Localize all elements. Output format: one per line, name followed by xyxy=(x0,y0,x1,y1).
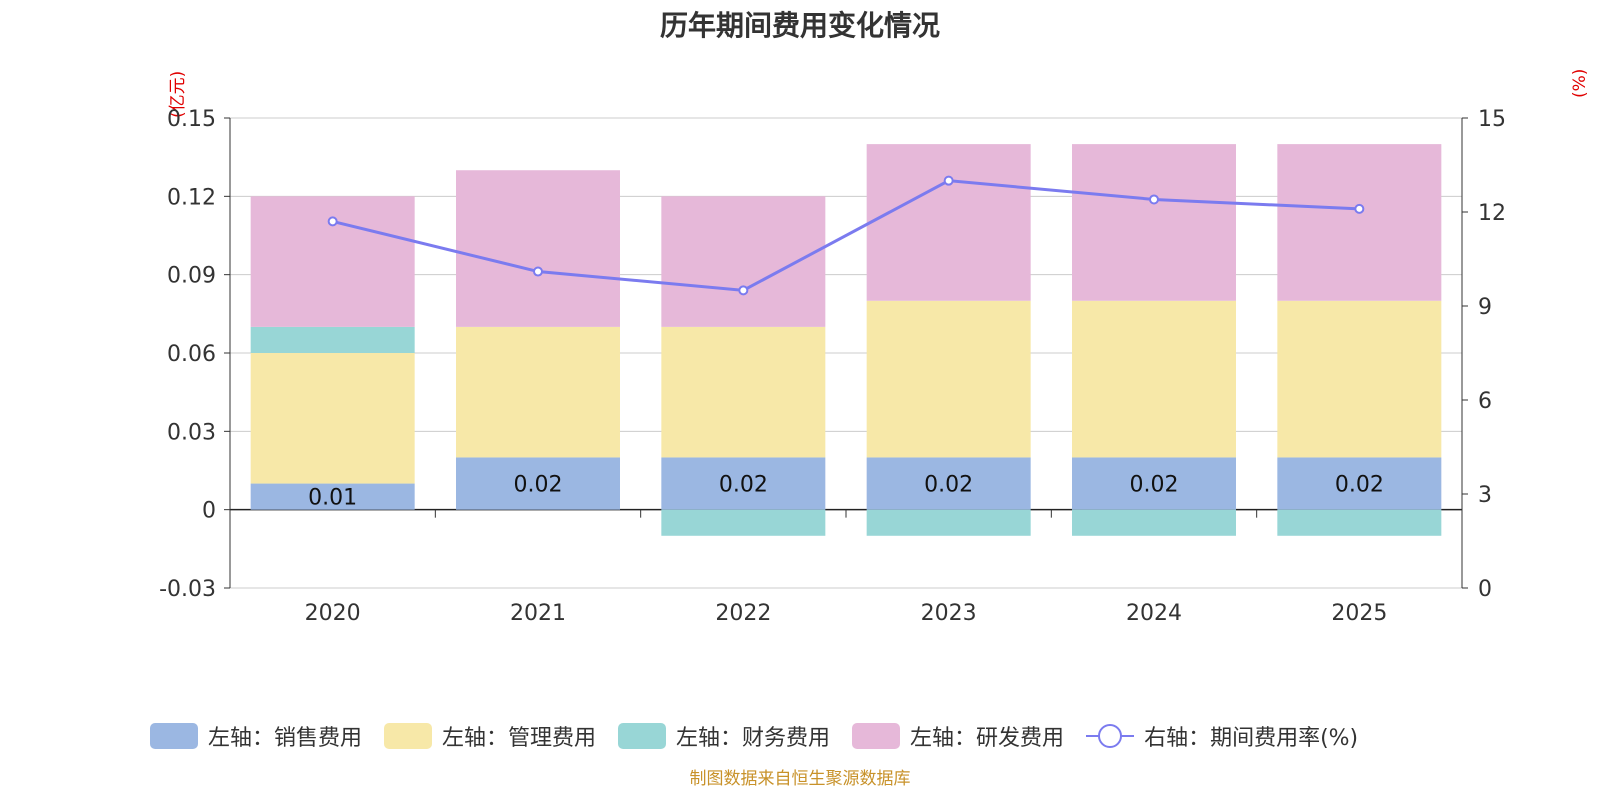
bar-sales xyxy=(456,457,620,510)
legend-item-sales[interactable]: 左轴：销售费用 xyxy=(150,720,362,752)
bar-data-label: 0.02 xyxy=(514,473,563,498)
bar-rnd xyxy=(866,144,1031,301)
bar-rnd xyxy=(661,196,826,327)
bar-admin xyxy=(661,326,826,458)
bar-rnd xyxy=(1072,144,1236,301)
bar-sales xyxy=(250,483,415,510)
x-axis-tick-label: 2023 xyxy=(921,601,977,626)
legend-swatch-sales xyxy=(150,723,198,749)
legend-label-admin: 左轴：管理费用 xyxy=(442,726,597,751)
rate-point xyxy=(738,285,749,296)
left-axis-tick-label: 0.03 xyxy=(167,420,216,445)
bar-data-label: 0.02 xyxy=(1335,473,1384,498)
bar-rnd xyxy=(1277,144,1442,301)
rate-point xyxy=(327,216,338,227)
legend-label-rnd: 左轴：研发费用 xyxy=(910,726,1065,751)
bar-sales xyxy=(661,457,826,510)
right-axis-tick-label: 9 xyxy=(1478,295,1492,320)
bar-finance xyxy=(1072,509,1236,536)
legend-swatch-admin xyxy=(384,723,433,749)
bar-data-label: 0.02 xyxy=(719,473,768,498)
legend-item-rate[interactable]: 右轴：期间费用率(%) xyxy=(1086,720,1358,752)
chart-title: 历年期间费用变化情况 xyxy=(659,9,940,42)
left-axis-tick-label: 0 xyxy=(202,499,216,524)
bar-finance xyxy=(866,509,1031,536)
legend-label-sales: 左轴：销售费用 xyxy=(208,726,363,751)
right-axis-tick-label: 3 xyxy=(1478,483,1492,508)
bar-admin xyxy=(250,353,415,484)
bar-admin xyxy=(456,326,620,458)
legend-label-rate: 右轴：期间费用率(%) xyxy=(1144,726,1359,751)
bar-admin xyxy=(1277,300,1442,458)
left-axis-tick-label: 0.12 xyxy=(167,185,216,210)
rate-point xyxy=(943,175,954,186)
rate-line xyxy=(332,179,1360,292)
x-axis-tick-label: 2025 xyxy=(1331,601,1387,626)
legend-swatch-rnd xyxy=(852,723,901,749)
legend-item-rnd[interactable]: 左轴：研发费用 xyxy=(852,720,1064,752)
bar-finance xyxy=(250,326,415,353)
bar-rnd xyxy=(250,196,415,327)
bar-finance xyxy=(1277,509,1442,536)
rate-point xyxy=(1354,203,1365,214)
bar-admin xyxy=(1072,300,1236,458)
legend-item-admin[interactable]: 左轴：管理费用 xyxy=(384,720,596,752)
right-axis-tick-label: 6 xyxy=(1478,389,1492,414)
bar-admin xyxy=(866,300,1031,458)
bar-sales xyxy=(1277,457,1442,510)
x-axis-tick-label: 2024 xyxy=(1126,601,1182,626)
legend-swatch-rate xyxy=(1086,723,1135,749)
rate-point xyxy=(1149,194,1159,205)
legend-label-finance: 左轴：财务费用 xyxy=(676,726,831,751)
data-source-footer: 制图数据来自恒生聚源数据库 xyxy=(689,769,911,789)
left-axis-tick-label: 0.09 xyxy=(167,264,216,289)
rate-point xyxy=(533,266,543,277)
left-axis-tick-label: -0.03 xyxy=(159,577,216,602)
right-axis-tick-label: 12 xyxy=(1478,201,1506,226)
x-axis-tick-label: 2021 xyxy=(510,601,566,626)
x-axis-tick-label: 2022 xyxy=(715,601,771,626)
bar-sales xyxy=(1072,457,1236,510)
chart-plot-area: -0.03 0 0.03 0.06 0.09 0.12 0.15 0 3 6 9 12 15 0.01 20… xyxy=(159,107,1506,626)
right-axis-tick-label: 15 xyxy=(1478,107,1506,132)
x-axis-tick-label: 2020 xyxy=(305,601,361,626)
bar-data-label: 0.02 xyxy=(924,473,973,498)
left-axis-tick-label: 0.06 xyxy=(167,342,216,367)
right-axis-tick-label: 0 xyxy=(1478,577,1492,602)
bar-data-label: 0.01 xyxy=(308,486,357,511)
legend-item-finance[interactable]: 左轴：财务费用 xyxy=(618,720,830,752)
legend: 左轴：销售费用 左轴：管理费用 左轴：财务费用 左轴：研发费用 右轴：期间费用率… xyxy=(150,720,1380,752)
left-axis-tick-label: 0.15 xyxy=(167,107,216,132)
bar-data-label: 0.02 xyxy=(1130,473,1179,498)
legend-swatch-finance xyxy=(618,723,667,749)
bar-sales xyxy=(866,457,1031,510)
bar-rnd xyxy=(456,170,620,327)
bar-finance xyxy=(661,509,826,536)
